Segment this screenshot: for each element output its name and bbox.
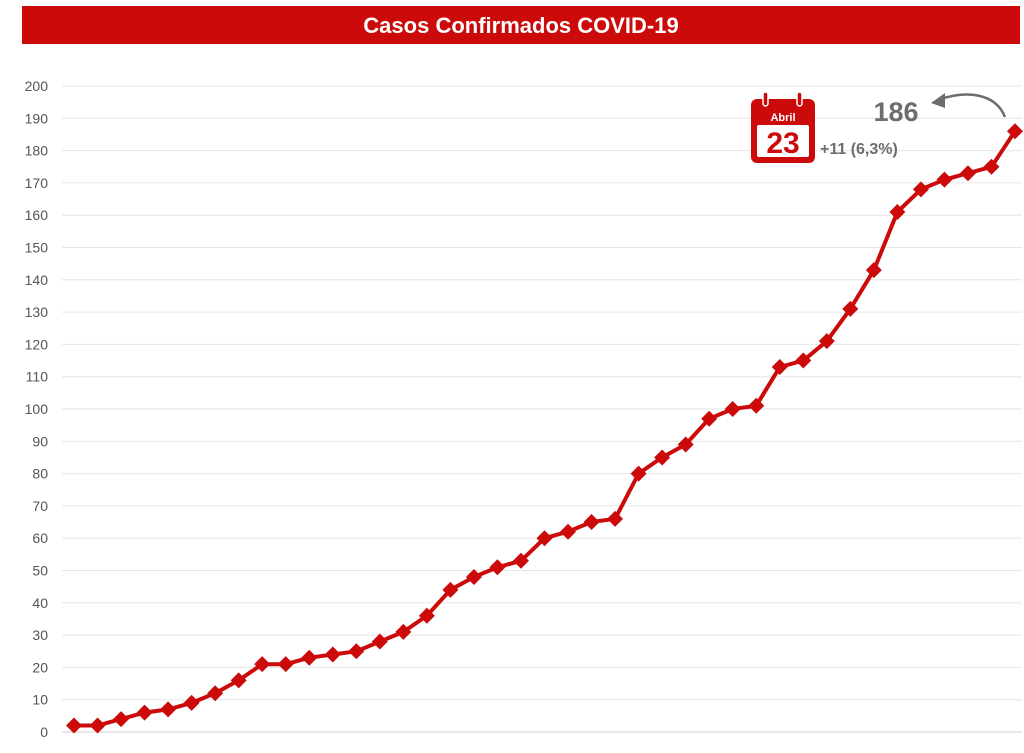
- data-point: [748, 397, 765, 414]
- data-points: [66, 123, 1023, 734]
- total-cases-label: 186: [873, 97, 918, 127]
- series-line: [74, 130, 1017, 728]
- data-point: [889, 203, 906, 220]
- y-tick-label: 90: [32, 433, 48, 449]
- data-point: [818, 333, 835, 350]
- daily-increase-label: +11 (6,3%): [820, 141, 898, 158]
- data-point: [630, 465, 647, 482]
- data-point: [912, 181, 929, 198]
- y-tick-label: 200: [25, 78, 49, 94]
- data-point: [536, 530, 553, 547]
- data-point: [936, 171, 953, 188]
- data-point: [207, 685, 224, 702]
- data-point: [442, 581, 459, 598]
- y-tick-label: 30: [32, 627, 48, 643]
- curved-arrow-icon: [940, 93, 1007, 118]
- data-point: [865, 262, 882, 279]
- data-point: [254, 656, 271, 673]
- y-tick-label: 150: [25, 240, 49, 256]
- y-tick-label: 50: [32, 563, 48, 579]
- y-tick-label: 70: [32, 498, 48, 514]
- y-tick-label: 80: [32, 466, 48, 482]
- data-point: [607, 510, 624, 527]
- arrow-head-icon: [931, 93, 945, 108]
- data-point: [1007, 123, 1023, 140]
- y-tick-label: 160: [25, 207, 49, 223]
- y-tick-label: 180: [25, 143, 49, 159]
- data-point: [89, 717, 106, 734]
- y-tick-label: 100: [25, 401, 49, 417]
- data-point: [983, 158, 1000, 175]
- data-point: [301, 649, 318, 666]
- data-point: [160, 701, 177, 718]
- data-point: [489, 559, 506, 576]
- data-point: [654, 449, 671, 466]
- data-point: [560, 523, 577, 540]
- y-tick-label: 190: [25, 110, 49, 126]
- date-annotation: Abril 23 186 +11 (6,3%): [751, 91, 1007, 163]
- data-point: [348, 643, 365, 660]
- data-point: [583, 514, 600, 531]
- y-tick-label: 60: [32, 530, 48, 546]
- y-tick-label: 120: [25, 336, 49, 352]
- calendar-icon: Abril 23: [751, 91, 815, 163]
- data-point: [183, 694, 200, 711]
- chart-title: Casos Confirmados COVID-19: [363, 13, 679, 38]
- y-tick-label: 110: [26, 369, 49, 385]
- data-point: [277, 656, 294, 673]
- data-point: [371, 633, 388, 650]
- y-axis: 0 10 20 30 40 50 60 70 80 90 100 110 120 130 140 150 160…: [25, 78, 49, 740]
- y-tick-label: 20: [32, 659, 48, 675]
- y-tick-label: 170: [25, 175, 49, 191]
- data-point: [959, 165, 976, 182]
- y-tick-label: 130: [25, 304, 49, 320]
- grid-lines: [62, 85, 1022, 733]
- calendar-day: 23: [766, 127, 799, 160]
- data-point: [136, 704, 153, 721]
- data-point: [395, 623, 412, 640]
- y-tick-label: 10: [32, 692, 48, 708]
- y-tick-label: 40: [32, 595, 48, 611]
- y-tick-label: 140: [25, 272, 49, 288]
- data-point: [701, 410, 718, 427]
- data-point: [677, 436, 694, 453]
- data-point: [771, 359, 788, 376]
- data-point: [795, 352, 812, 369]
- data-point: [230, 672, 247, 689]
- data-point: [724, 401, 741, 417]
- data-point: [842, 300, 859, 317]
- data-point: [66, 717, 82, 734]
- chart-title-bar: Casos Confirmados COVID-19: [22, 6, 1020, 44]
- y-tick-label: 0: [40, 724, 48, 740]
- data-point: [512, 552, 529, 569]
- data-point: [113, 711, 130, 728]
- calendar-month: Abril: [770, 112, 795, 124]
- data-point: [418, 607, 435, 624]
- data-point: [465, 568, 482, 585]
- data-point: [324, 646, 341, 663]
